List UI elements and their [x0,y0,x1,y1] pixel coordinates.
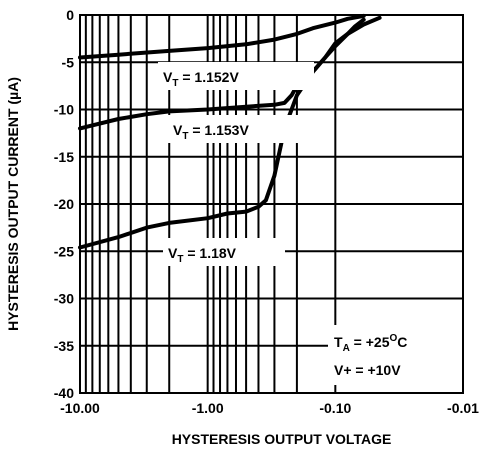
tick-labels: 0 -5 -10 -15 -20 -25 -30 -35 -40-10.00 -1.00 -0.10… [54,7,479,416]
y-axis-title: HYSTERESIS OUTPUT CURRENT (µA) [5,77,21,331]
series-labels: VT = 1.152V VT = 1.153V VT = 1.18V [158,62,314,266]
x-tick-label: -10.00 [60,400,100,416]
y-tick-label: -35 [54,338,74,354]
plot-frame [79,14,464,394]
series-label-box [168,115,310,143]
series-label-box [163,238,285,266]
y-tick-label: -10 [54,102,74,118]
condition-supply: V+ = +10V [334,362,401,378]
y-tick-label: -40 [54,385,74,401]
series-lines [78,13,382,250]
x-tick-label: -0.10 [319,400,351,416]
y-tick-label: -20 [54,196,74,212]
y-tick-label: -25 [54,243,74,259]
y-tick-label: -30 [54,291,74,307]
series-label: VT = 1.153V [173,122,249,142]
y-tick-label: 0 [66,7,74,23]
condition-temperature: TA = +25OC [334,333,407,354]
series-label: VT = 1.18V [168,245,237,265]
y-tick-label: -15 [54,149,74,165]
series-label-box [158,62,314,90]
series-line [78,13,366,60]
y-tick-label: -5 [62,54,75,70]
x-tick-label: -0.01 [447,400,479,416]
conditions-box: TA = +25OC V+ = +10V [328,325,462,385]
x-axis-title: HYSTERESIS OUTPUT VOLTAGE [172,431,392,447]
series-line [78,17,366,250]
series-label: VT = 1.152V [163,69,239,89]
conditions-background [328,325,462,385]
x-tick-label: -1.00 [192,400,224,416]
